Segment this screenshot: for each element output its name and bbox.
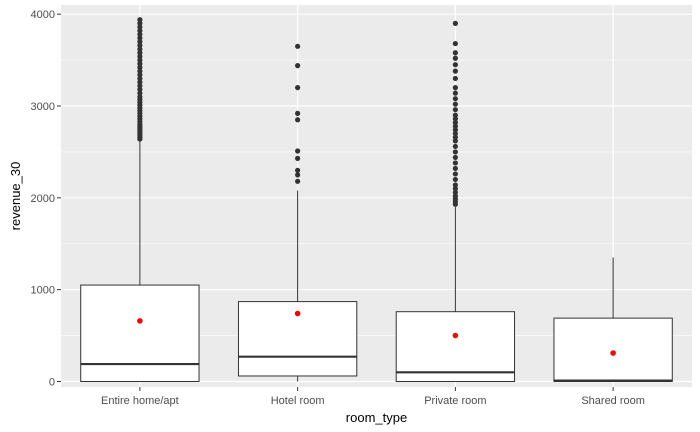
- mean-point: [137, 318, 143, 324]
- mean-point: [294, 310, 301, 317]
- outlier-point: [137, 35, 143, 41]
- outlier-point: [452, 138, 458, 144]
- outlier-point: [452, 55, 458, 61]
- x-tick-label: Shared room: [581, 395, 645, 407]
- outlier-point: [452, 154, 458, 161]
- outlier-point: [137, 28, 143, 34]
- outlier-point: [137, 79, 143, 85]
- outlier-point: [452, 165, 458, 172]
- box-group: [395, 20, 516, 382]
- outlier-point: [295, 155, 301, 161]
- outlier-point: [452, 160, 458, 166]
- outlier-point: [137, 83, 143, 89]
- outlier-point: [295, 167, 301, 173]
- outlier-point: [137, 46, 143, 52]
- outlier-point: [137, 75, 143, 82]
- outlier-point: [452, 176, 458, 183]
- outlier-point: [137, 72, 143, 78]
- box-group: [237, 43, 358, 382]
- box-group: [553, 257, 673, 382]
- outlier-point: [452, 130, 458, 137]
- y-tick-label: 0: [49, 376, 55, 388]
- outlier-point: [452, 186, 458, 192]
- outlier-point: [137, 64, 143, 71]
- outlier-point: [452, 96, 458, 102]
- box-series: [80, 17, 673, 382]
- box-iqr: [80, 284, 200, 382]
- outlier-point: [137, 24, 143, 30]
- outlier-point: [137, 57, 143, 63]
- outlier-point: [452, 127, 458, 133]
- outlier-point: [137, 94, 143, 100]
- x-tick-label: Hotel room: [271, 395, 325, 407]
- y-axis-title: revenue_30: [8, 162, 23, 231]
- y-tick-label: 2000: [31, 193, 55, 205]
- outlier-point: [295, 172, 301, 178]
- outlier-point: [295, 148, 301, 154]
- outlier-point: [137, 42, 143, 49]
- y-axis-ticks: 0 1000 2000 3000 4000: [31, 9, 61, 388]
- outlier-point: [295, 85, 301, 91]
- outlier-point: [137, 68, 143, 74]
- mean-point: [610, 350, 616, 356]
- outlier-point: [452, 68, 458, 74]
- outlier-point: [137, 50, 143, 56]
- outlier-point: [452, 182, 458, 188]
- y-tick-label: 3000: [31, 101, 55, 113]
- mean-point: [452, 332, 459, 339]
- outlier-point: [295, 43, 301, 49]
- outlier-point: [452, 85, 458, 91]
- outlier-point: [452, 62, 458, 68]
- outlier-point: [452, 171, 458, 177]
- outlier-point: [452, 134, 458, 140]
- y-tick-label: 1000: [31, 285, 55, 297]
- outlier-point: [452, 143, 458, 150]
- outlier-point: [452, 123, 458, 129]
- outlier-point: [452, 189, 458, 195]
- outlier-point: [137, 20, 143, 26]
- outlier-point: [295, 110, 301, 116]
- outlier-point: [452, 20, 458, 26]
- outlier-point: [452, 149, 458, 155]
- outlier-point: [452, 90, 458, 96]
- outlier-point: [137, 86, 143, 93]
- outlier-point: [452, 193, 458, 199]
- x-axis-ticks: Entire home/apt Hotel room Private room Sha…: [101, 387, 645, 407]
- outlier-point: [137, 61, 143, 67]
- y-tick-label: 4000: [31, 9, 55, 21]
- outlier-point: [452, 112, 458, 118]
- x-tick-label: Private room: [424, 395, 486, 407]
- outlier-point: [452, 75, 458, 82]
- box-iqr: [395, 311, 516, 382]
- x-axis-title: room_type: [346, 410, 407, 425]
- outlier-point: [295, 117, 301, 123]
- box-group: [80, 17, 200, 382]
- outlier-point: [137, 53, 143, 60]
- outlier-point: [137, 31, 143, 37]
- outlier-point: [452, 107, 458, 113]
- x-tick-label: Entire home/apt: [101, 395, 179, 407]
- box-iqr: [553, 317, 673, 382]
- outlier-point: [452, 50, 458, 56]
- outlier-point: [452, 116, 458, 122]
- outlier-point: [137, 39, 143, 45]
- outlier-point: [295, 63, 301, 69]
- outlier-point: [137, 90, 143, 96]
- outlier-point: [137, 17, 143, 23]
- outlier-point: [452, 40, 458, 47]
- outlier-point: [452, 119, 458, 126]
- outlier-point: [452, 101, 458, 107]
- outlier-point: [295, 178, 301, 184]
